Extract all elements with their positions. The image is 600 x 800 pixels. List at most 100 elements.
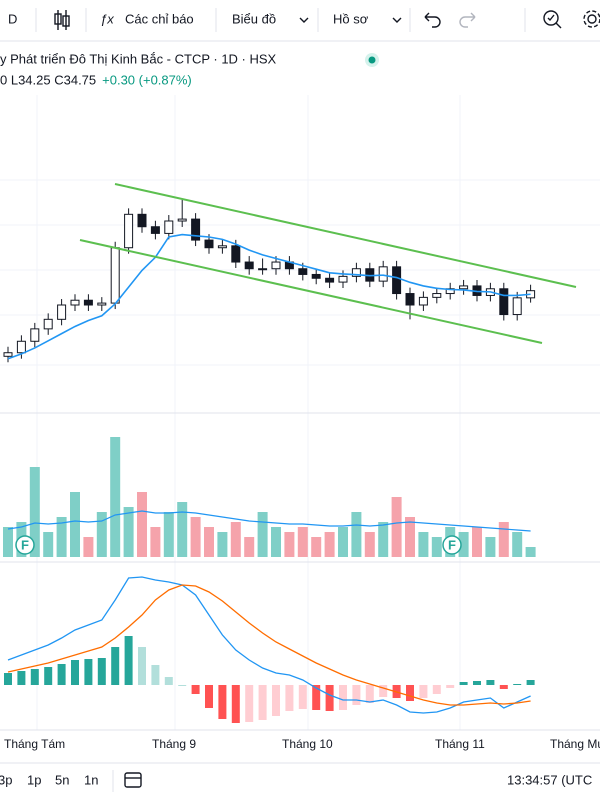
histogram-bar	[486, 680, 495, 685]
range-button[interactable]: 1p	[27, 772, 41, 787]
chart-button[interactable]: Biểu đồ	[232, 11, 276, 26]
candle-body	[338, 275, 348, 283]
volume-bar	[3, 527, 13, 557]
volume-bar	[70, 492, 80, 557]
candle-body	[3, 352, 13, 357]
histogram-bar	[339, 685, 347, 710]
histogram-bar	[499, 685, 508, 689]
histogram-bar	[419, 685, 428, 698]
histogram-bar	[272, 685, 280, 716]
event-marker[interactable]: F	[442, 535, 462, 555]
undo-icon[interactable]	[424, 12, 441, 28]
alert-icon[interactable]	[543, 10, 562, 29]
volume-bar	[271, 527, 281, 557]
line	[7, 576, 531, 714]
histogram-bar	[44, 667, 53, 685]
candle-body	[418, 296, 428, 306]
histogram-bar	[124, 636, 133, 685]
range-button[interactable]: 5n	[55, 772, 69, 787]
candle-body	[271, 261, 281, 270]
candle-body	[177, 218, 187, 222]
marker-label: F	[21, 537, 29, 552]
range-button[interactable]: 3p	[0, 772, 12, 787]
histogram-bar	[285, 685, 294, 711]
channel-line[interactable]	[114, 183, 577, 288]
symbol-title: y Phát triển Đô Thị Kinh Bắc - CTCP · 1D…	[0, 51, 277, 66]
fx-icon[interactable]: ƒx	[100, 11, 114, 26]
volume-bar	[83, 537, 94, 557]
histogram-bar	[151, 665, 160, 685]
status-dot	[368, 56, 376, 64]
settings-icon[interactable]	[583, 10, 600, 28]
histogram-bar	[526, 680, 535, 685]
candle-body	[191, 218, 201, 241]
volume-bar	[110, 437, 121, 557]
volume-bar	[512, 532, 523, 557]
candle-body	[351, 268, 361, 277]
clock: 13:34:57 (UTC	[507, 772, 592, 787]
line	[7, 233, 531, 360]
histogram-bar	[379, 685, 388, 697]
volume-bar	[96, 512, 107, 557]
volume-bar	[29, 467, 40, 557]
marker-label: F	[448, 537, 456, 552]
candle-body	[150, 226, 160, 234]
x-axis-label: Tháng 11	[435, 737, 485, 751]
event-marker[interactable]: F	[15, 535, 35, 555]
candle-body	[70, 299, 80, 306]
volume-bar	[485, 537, 496, 557]
line	[7, 584, 531, 706]
volume-bar	[56, 517, 67, 557]
symbol-button[interactable]: D	[8, 11, 17, 26]
volume-bar	[297, 527, 308, 557]
volume-bar	[284, 532, 295, 557]
candle-body	[97, 302, 107, 306]
histogram-bar	[245, 685, 254, 722]
candle-body	[499, 288, 509, 316]
caret	[299, 17, 309, 23]
channel-line[interactable]	[79, 239, 543, 344]
volume-bar	[351, 512, 362, 557]
range-button[interactable]: 1n	[84, 772, 98, 787]
candle-body	[298, 268, 308, 275]
volume-bar	[177, 502, 188, 557]
histogram-bar	[312, 685, 321, 710]
candle-body	[43, 318, 53, 330]
volume-bar	[217, 532, 228, 557]
candle-body	[217, 245, 227, 249]
volume-bar	[43, 532, 54, 557]
top-toolbar: D ƒx Các chỉ báo Biểu đồ Hồ sơ	[0, 8, 600, 42]
candle-icon[interactable]	[54, 10, 70, 30]
histogram-bar	[205, 685, 213, 708]
volume-bar	[230, 522, 241, 557]
histogram-bar	[298, 685, 307, 709]
indicators-button[interactable]: Các chỉ báo	[125, 11, 194, 26]
volume-bar	[418, 532, 429, 557]
volume-bar	[364, 532, 375, 557]
candle-body	[110, 247, 120, 304]
redo-icon[interactable]	[459, 12, 476, 28]
histogram-bar	[352, 685, 361, 705]
histogram-bar	[30, 669, 39, 685]
profile-button[interactable]: Hồ sơ	[333, 11, 369, 26]
volume-bar	[405, 517, 415, 557]
volume-bar	[324, 532, 335, 557]
volume-bar	[123, 507, 134, 557]
candle-body	[244, 261, 254, 270]
candle-body	[325, 277, 335, 283]
histogram-bar	[459, 682, 468, 685]
volume-bar	[204, 527, 214, 557]
candle-body	[16, 340, 26, 354]
candle-body	[311, 273, 321, 279]
x-axis-label: Tháng 10	[282, 737, 333, 751]
date-range-icon[interactable]	[124, 772, 142, 788]
volume-bar	[391, 497, 402, 557]
histogram-bar	[17, 671, 26, 685]
histogram-bar	[191, 685, 200, 694]
candle-body	[432, 293, 442, 298]
candle-body	[512, 297, 522, 316]
candle-body	[204, 239, 214, 249]
